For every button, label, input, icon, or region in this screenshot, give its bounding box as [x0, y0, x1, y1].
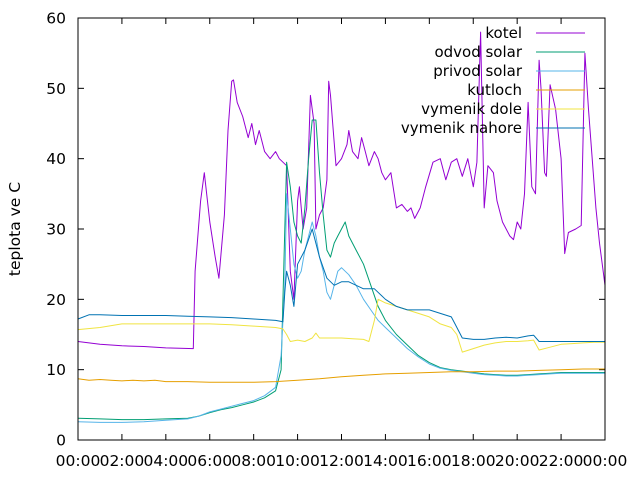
series-line-kotel: [77, 31, 606, 350]
series-line-vymenik-dole: [77, 298, 605, 353]
x-tick-label: 20:00: [495, 452, 540, 470]
x-tick-label: 16:00: [407, 452, 452, 470]
legend-label: vymenik dole: [421, 100, 522, 118]
series-line-privod-solar: [77, 193, 605, 423]
x-tick-label: 08:00: [231, 452, 276, 470]
series-line-kutloch: [77, 368, 605, 383]
x-tick-label: 12:00: [319, 452, 364, 470]
x-tick-label: 00:00: [56, 452, 101, 470]
legend-label: kutloch: [467, 81, 522, 99]
y-tick-label: 60: [46, 10, 66, 28]
legend-label: privod solar: [433, 62, 523, 80]
y-tick-label: 30: [46, 221, 66, 239]
series-line-vymenik-nahore: [77, 228, 605, 342]
y-tick-label: 50: [46, 80, 66, 98]
x-tick-label: 00:00: [583, 452, 628, 470]
x-tick-label: 04:00: [143, 452, 188, 470]
series-line-odvod-solar: [77, 119, 605, 421]
series-lines: [77, 31, 606, 423]
x-tick-label: 22:00: [539, 452, 584, 470]
legend-label: vymenik nahore: [401, 119, 522, 137]
plot-border: [77, 17, 606, 441]
x-tick-label: 06:00: [187, 452, 232, 470]
y-tick-label: 20: [46, 291, 66, 309]
x-tick-labels: 00:00 02:00 04:00 06:00 08:00 10:00 12:00 14:00…: [56, 452, 628, 470]
x-tick-label: 14:00: [363, 452, 408, 470]
y-axis-title: teplota ve C: [6, 182, 24, 276]
y-tick-label: 0: [56, 432, 66, 450]
x-tick-label: 18:00: [451, 452, 496, 470]
y-tick-label: 40: [46, 150, 66, 168]
legend-label: odvod solar: [434, 43, 522, 61]
y-tick-label: 10: [46, 361, 66, 379]
legend-label: kotel: [485, 24, 522, 42]
x-tick-label: 02:00: [100, 452, 145, 470]
y-tick-labels: 0 10 20 30 40 50 60: [46, 10, 66, 450]
x-tick-label: 10:00: [275, 452, 320, 470]
